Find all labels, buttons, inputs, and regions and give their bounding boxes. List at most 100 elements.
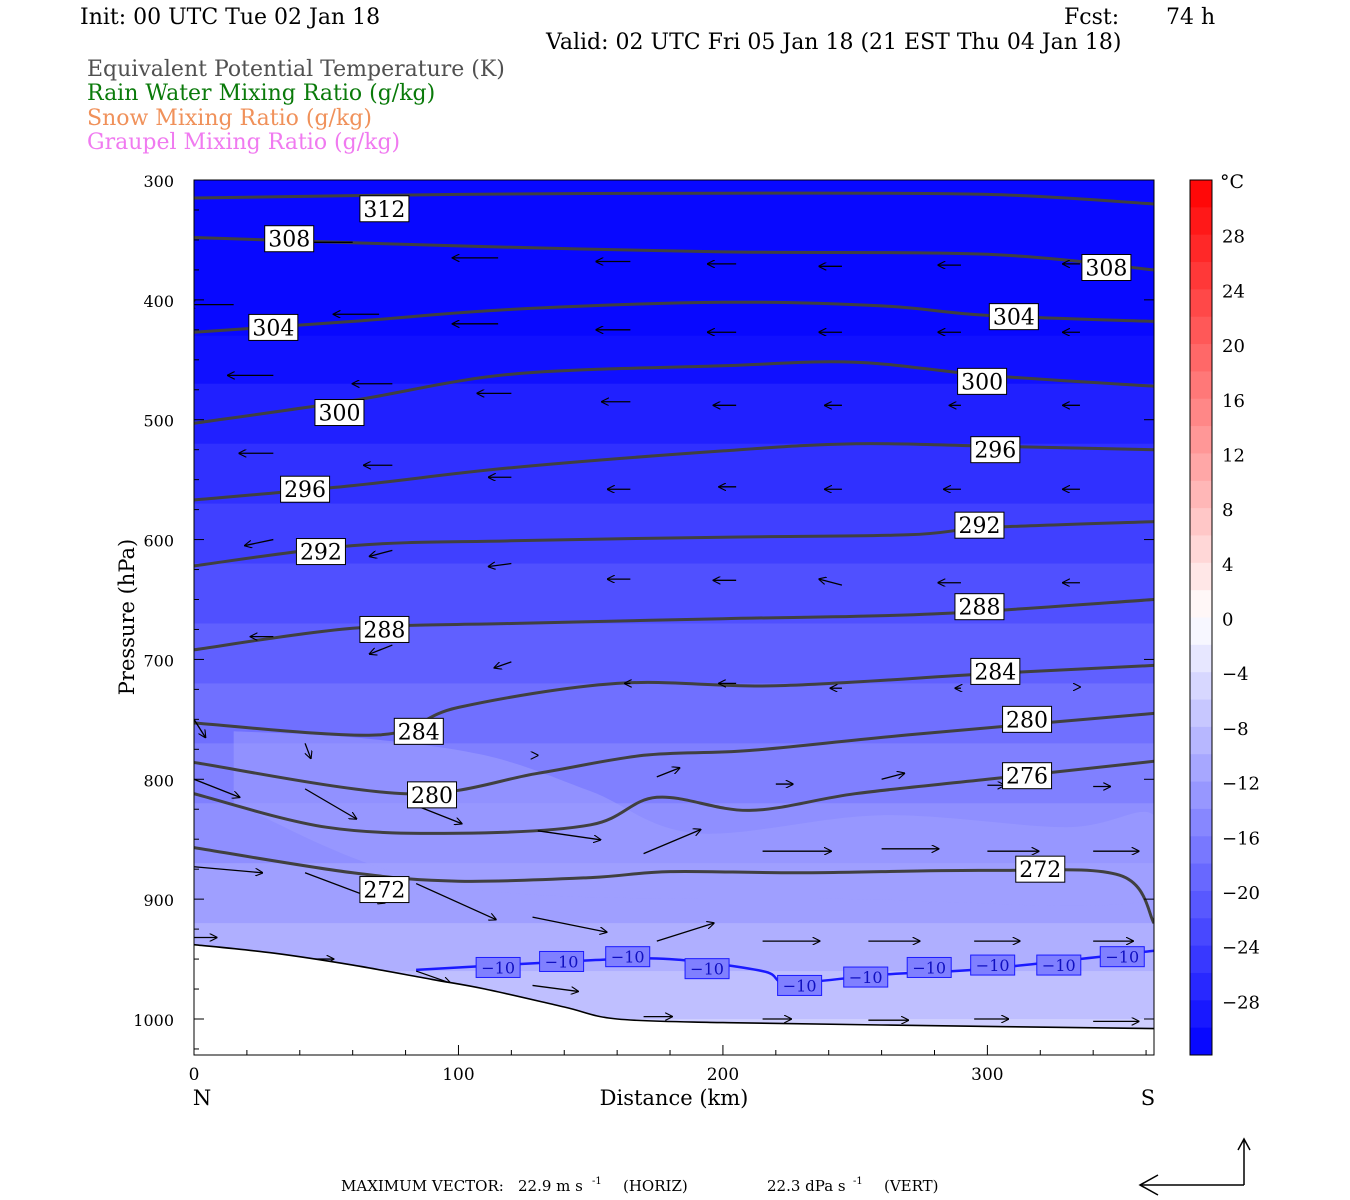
wind-vector [415, 805, 462, 824]
endpoint-south: S [1141, 1086, 1155, 1110]
y-tick-label: 500 [143, 412, 174, 431]
svg-text:−10: −10 [690, 960, 724, 979]
isotherm-label: −10 [1036, 954, 1082, 976]
colorbar-swatch [1190, 562, 1212, 591]
colorbar-tick-label: 8 [1222, 500, 1233, 521]
terrain-surface-line [194, 943, 1154, 1030]
colorbar: 28 24 20 16 12 8 4 0 −4 −8 −12 −16 −20 −24 −28 [1189, 179, 1260, 1056]
isotherm-label: −10 [843, 966, 889, 988]
colorbar-swatch [1190, 644, 1212, 673]
svg-text:308: 308 [1085, 256, 1127, 281]
theta-e-label: 284 [393, 717, 444, 745]
colorbar-swatch [1190, 1000, 1212, 1029]
isotherm-label: −10 [475, 956, 521, 978]
theta-e-label: 296 [970, 436, 1021, 464]
wind-vectors [194, 239, 1139, 1022]
colorbar-swatch [1190, 1027, 1212, 1056]
reference-vector-icon [1138, 1137, 1251, 1196]
max-vector-horiz-exponent: -1 [592, 1176, 602, 1187]
colorbar-swatch [1190, 699, 1212, 728]
field-label-snow: Snow Mixing Ratio (g/kg) [87, 106, 372, 131]
colorbar-tick-label: −8 [1222, 719, 1249, 740]
wind-vector [656, 923, 714, 942]
colorbar-swatch [1190, 453, 1212, 482]
svg-text:−10: −10 [849, 968, 883, 987]
isotherm-label: −10 [777, 974, 823, 996]
colorbar-swatch [1190, 398, 1212, 427]
max-vector-footer: MAXIMUM VECTOR: 22.9 m s -1 (HORIZ) 22.3… [341, 1176, 939, 1195]
y-tick-label: 900 [143, 891, 174, 910]
theta-e-label: 308 [264, 225, 315, 253]
svg-text:−10: −10 [783, 976, 817, 995]
wind-vector [656, 768, 680, 778]
colorbar-frame [1189, 179, 1213, 1056]
colorbar-tick-label: 0 [1222, 610, 1233, 631]
colorbar-swatch [1190, 726, 1212, 755]
wind-vector [819, 579, 843, 586]
wind-vector [304, 788, 356, 819]
colorbar-swatch [1190, 918, 1212, 947]
x-tick-label: 0 [189, 1065, 200, 1085]
svg-text:304: 304 [993, 306, 1035, 331]
theta-e-contour [194, 191, 1154, 206]
x-axis-title: Distance (km) [600, 1086, 749, 1110]
svg-text:−10: −10 [1105, 948, 1139, 967]
colorbar-swatch [1190, 316, 1212, 345]
contour-labels: 312 308 308 304 304 300 300 296 296 292 292 288 288 2… [248, 195, 1145, 996]
colorbar-swatch [1190, 945, 1212, 974]
endpoint-north: N [193, 1086, 211, 1110]
colorbar-swatch [1190, 289, 1212, 318]
svg-text:280: 280 [1006, 708, 1048, 733]
wind-vector [194, 778, 240, 797]
theta-e-label: 292 [954, 511, 1005, 539]
theta-e-label: 300 [957, 367, 1008, 395]
svg-text:−10: −10 [611, 948, 645, 967]
colorbar-tick-label: 28 [1222, 227, 1245, 248]
valid-time: Valid: 02 UTC Fri 05 Jan 18 (21 EST Thu … [546, 30, 1122, 55]
field-label-graupel: Graupel Mixing Ratio (g/kg) [87, 130, 401, 155]
colorbar-tick-label: −28 [1222, 992, 1260, 1013]
svg-text:296: 296 [974, 439, 1016, 464]
theta-e-label: 296 [280, 475, 331, 503]
y-tick-label: 600 [143, 532, 174, 551]
field-label-rain: Rain Water Mixing Ratio (g/kg) [87, 81, 436, 106]
svg-text:296: 296 [284, 478, 326, 503]
wind-vector [532, 916, 607, 932]
svg-text:308: 308 [268, 228, 310, 253]
wind-vector [415, 882, 496, 920]
wind-vector [370, 549, 393, 556]
colorbar-swatch [1190, 863, 1212, 892]
y-axis-title: Pressure (hPa) [115, 539, 139, 695]
x-tick-label: 200 [707, 1065, 739, 1085]
wind-vector [537, 830, 601, 840]
colorbar-tick-label: 24 [1222, 281, 1245, 302]
colorbar-unit: °C [1220, 171, 1244, 193]
theta-e-label: 288 [954, 593, 1005, 621]
colorbar-swatch [1190, 590, 1212, 618]
wind-vector [881, 773, 905, 780]
wind-vector [643, 830, 701, 855]
wind-vector [245, 538, 274, 546]
svg-text:276: 276 [1006, 765, 1048, 790]
svg-text:−10: −10 [545, 952, 579, 971]
svg-text:−10: −10 [1042, 956, 1076, 975]
colorbar-swatch [1190, 262, 1212, 290]
y-tick-label: 1000 [133, 1011, 174, 1030]
colorbar-swatch [1190, 180, 1212, 208]
colorbar-swatch [1190, 617, 1212, 646]
y-tick-label: 800 [143, 771, 174, 790]
y-tick-label: 400 [143, 292, 174, 311]
plot-frame [193, 179, 1155, 1056]
colorbar-swatch [1190, 207, 1212, 236]
colorbar-tick-label: 12 [1222, 445, 1245, 466]
svg-text:300: 300 [961, 370, 1003, 395]
colorbar-tick-label: −20 [1222, 883, 1260, 904]
svg-text:288: 288 [958, 596, 1000, 621]
wind-vector [304, 743, 311, 758]
wind-vector [489, 564, 512, 567]
theta-e-label: 308 [1081, 253, 1132, 281]
svg-text:284: 284 [974, 660, 1016, 685]
theta-e-label: 304 [988, 303, 1039, 331]
colorbar-swatch [1190, 781, 1212, 810]
